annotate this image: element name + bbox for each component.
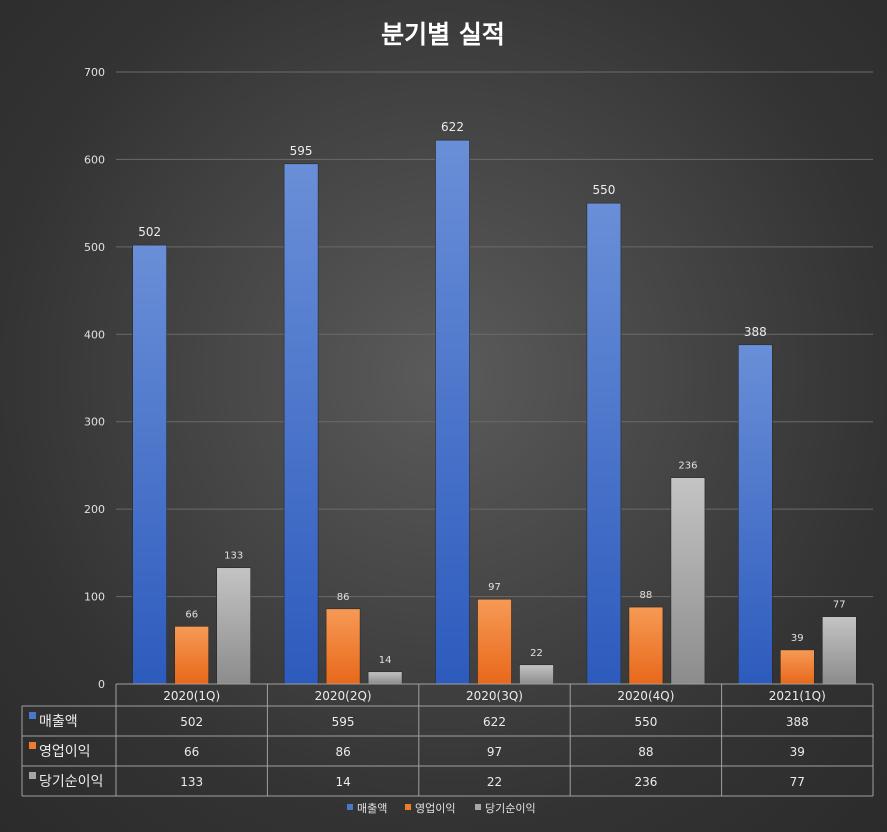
category-label: 2020(3Q) [466, 689, 523, 703]
bar-net-income [519, 664, 554, 685]
table-cell: 97 [487, 745, 502, 759]
bar-net-income [367, 671, 403, 685]
table-cell: 595 [332, 715, 355, 729]
data-label: 22 [530, 648, 543, 659]
table-cell: 388 [786, 715, 809, 729]
table-cell: 66 [184, 745, 199, 759]
data-label: 86 [337, 592, 350, 603]
category-label: 2020(4Q) [617, 689, 674, 703]
bar-net-income [670, 477, 706, 685]
data-label: 39 [791, 633, 804, 644]
series-key-swatch [29, 772, 36, 779]
data-table: 2020(1Q) 2020(2Q) 2020(3Q) 2020(4Q) 2021(1Q)… [21, 683, 874, 797]
table-cell: 39 [790, 745, 805, 759]
table-cell: 550 [634, 715, 657, 729]
y-tick-label: 200 [84, 503, 105, 516]
table-cell: 22 [487, 775, 502, 789]
legend-swatch [347, 804, 353, 810]
bar-operating-profit [779, 649, 815, 685]
bar-sales [737, 344, 773, 685]
series-row-label: 매출액 [39, 714, 78, 730]
data-label: 133 [224, 551, 243, 562]
y-tick-label: 0 [98, 678, 105, 691]
table-cell: 14 [335, 775, 350, 789]
bar-sales [435, 139, 470, 685]
legend: 매출액 영업이익 당기순이익 [347, 802, 536, 815]
table-cell: 86 [335, 745, 350, 759]
data-label: 388 [744, 325, 767, 339]
series-key-swatch [29, 712, 36, 719]
y-axis: 0 100 200 300 400 500 600 700 [84, 66, 105, 691]
data-label: 66 [185, 609, 198, 620]
y-tick-label: 600 [84, 153, 105, 166]
data-label: 77 [833, 600, 846, 611]
data-label: 97 [488, 582, 501, 593]
bar-net-income [821, 616, 857, 685]
data-label: 502 [138, 225, 161, 239]
gridlines [116, 71, 873, 598]
y-tick-label: 300 [84, 416, 105, 429]
category-label: 2020(2Q) [315, 689, 372, 703]
bar-operating-profit [477, 598, 512, 685]
table-cell: 77 [790, 775, 805, 789]
legend-swatch [475, 804, 481, 810]
bar-operating-profit [325, 608, 361, 685]
table-cell: 622 [483, 715, 506, 729]
bar-sales [283, 163, 319, 685]
y-tick-label: 700 [84, 66, 105, 79]
series-key-swatch [29, 742, 36, 749]
table-cell: 88 [638, 745, 653, 759]
bar-operating-profit [628, 606, 664, 685]
y-tick-label: 500 [84, 241, 105, 254]
data-label: 88 [640, 590, 653, 601]
series-row-label: 당기순이익 [39, 774, 103, 790]
legend-label: 매출액 [357, 802, 387, 815]
table-cell: 133 [180, 775, 203, 789]
data-label: 595 [290, 144, 313, 158]
bar-operating-profit [174, 625, 209, 685]
bars: 502 66 133 595 86 14 622 97 22 550 88 236 388 39 77 [132, 120, 857, 685]
bar-sales [132, 244, 167, 685]
legend-label: 영업이익 [415, 802, 455, 815]
data-label: 236 [678, 461, 697, 472]
chart-title: 분기별 실적 [381, 20, 505, 49]
legend-label: 당기순이익 [485, 802, 536, 815]
category-label: 2020(1Q) [163, 689, 220, 703]
data-label: 622 [441, 120, 464, 134]
bar-net-income [216, 567, 251, 685]
category-label: 2021(1Q) [769, 689, 826, 703]
table-cell: 236 [634, 775, 657, 789]
legend-swatch [405, 804, 411, 810]
y-tick-label: 400 [84, 328, 105, 341]
bar-sales [586, 202, 622, 685]
series-row-label: 영업이익 [39, 744, 91, 760]
y-tick-label: 100 [84, 591, 105, 604]
table-cell: 502 [180, 715, 203, 729]
data-label: 14 [379, 655, 392, 666]
data-label: 550 [592, 183, 615, 197]
